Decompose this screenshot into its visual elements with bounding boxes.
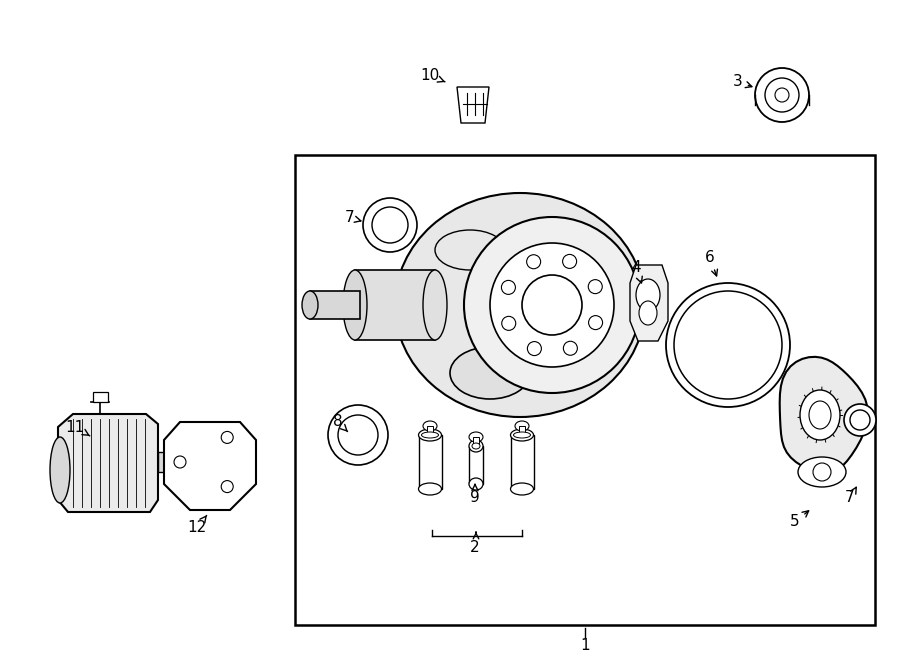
Bar bbox=[419, 435, 442, 489]
Ellipse shape bbox=[765, 78, 799, 112]
Ellipse shape bbox=[174, 456, 186, 468]
Ellipse shape bbox=[800, 390, 840, 440]
Ellipse shape bbox=[490, 243, 614, 367]
Ellipse shape bbox=[798, 457, 846, 487]
Ellipse shape bbox=[418, 429, 442, 441]
Ellipse shape bbox=[850, 410, 870, 430]
Ellipse shape bbox=[589, 315, 603, 330]
Ellipse shape bbox=[421, 432, 438, 438]
Ellipse shape bbox=[50, 437, 70, 503]
Polygon shape bbox=[58, 414, 158, 512]
Text: 2: 2 bbox=[470, 541, 480, 555]
Bar bbox=[158, 452, 176, 472]
Ellipse shape bbox=[510, 483, 534, 495]
Ellipse shape bbox=[563, 341, 578, 355]
Ellipse shape bbox=[809, 401, 831, 429]
Ellipse shape bbox=[435, 230, 505, 270]
Ellipse shape bbox=[775, 88, 789, 102]
Bar bbox=[469, 446, 483, 484]
Ellipse shape bbox=[221, 432, 233, 444]
Bar bbox=[519, 426, 525, 435]
Ellipse shape bbox=[510, 429, 534, 441]
Ellipse shape bbox=[636, 279, 660, 311]
Text: 4: 4 bbox=[631, 260, 643, 283]
Bar bbox=[295, 155, 875, 625]
Text: 7: 7 bbox=[346, 210, 361, 225]
Ellipse shape bbox=[755, 68, 809, 122]
Ellipse shape bbox=[363, 198, 417, 252]
Text: 11: 11 bbox=[66, 420, 90, 436]
Ellipse shape bbox=[302, 291, 318, 319]
Text: 10: 10 bbox=[420, 69, 445, 83]
Ellipse shape bbox=[844, 404, 876, 436]
Ellipse shape bbox=[343, 270, 367, 340]
Ellipse shape bbox=[514, 432, 530, 438]
Bar bbox=[310, 291, 360, 319]
Ellipse shape bbox=[221, 481, 233, 492]
Ellipse shape bbox=[472, 443, 480, 449]
Ellipse shape bbox=[674, 291, 782, 399]
Ellipse shape bbox=[372, 207, 408, 243]
Polygon shape bbox=[779, 357, 868, 473]
Text: 1: 1 bbox=[580, 637, 590, 652]
Bar bbox=[355, 270, 435, 340]
Ellipse shape bbox=[527, 342, 542, 356]
Text: 9: 9 bbox=[470, 485, 480, 506]
Text: 7: 7 bbox=[845, 487, 856, 506]
Bar bbox=[93, 392, 108, 402]
Ellipse shape bbox=[501, 280, 516, 294]
Ellipse shape bbox=[395, 193, 645, 417]
Text: 8: 8 bbox=[333, 414, 347, 432]
Ellipse shape bbox=[562, 254, 577, 268]
Ellipse shape bbox=[338, 415, 378, 455]
Ellipse shape bbox=[522, 275, 582, 335]
Ellipse shape bbox=[418, 483, 442, 495]
Bar bbox=[473, 437, 479, 446]
Ellipse shape bbox=[666, 283, 790, 407]
Ellipse shape bbox=[423, 421, 437, 431]
Polygon shape bbox=[457, 87, 489, 123]
Bar bbox=[511, 435, 534, 489]
Ellipse shape bbox=[469, 440, 483, 452]
Ellipse shape bbox=[813, 463, 831, 481]
Polygon shape bbox=[164, 422, 256, 510]
Ellipse shape bbox=[501, 317, 516, 330]
Ellipse shape bbox=[469, 478, 483, 490]
Ellipse shape bbox=[469, 432, 483, 442]
Ellipse shape bbox=[464, 217, 640, 393]
Ellipse shape bbox=[639, 301, 657, 325]
Ellipse shape bbox=[526, 254, 541, 269]
Ellipse shape bbox=[328, 405, 388, 465]
Text: 5: 5 bbox=[790, 511, 809, 529]
Ellipse shape bbox=[515, 421, 529, 431]
Polygon shape bbox=[630, 265, 668, 341]
Ellipse shape bbox=[423, 270, 447, 340]
Text: 3: 3 bbox=[734, 75, 752, 89]
Ellipse shape bbox=[589, 280, 602, 293]
Text: 6: 6 bbox=[705, 249, 717, 276]
Text: 12: 12 bbox=[187, 516, 207, 535]
Bar bbox=[427, 426, 433, 435]
Ellipse shape bbox=[450, 347, 530, 399]
